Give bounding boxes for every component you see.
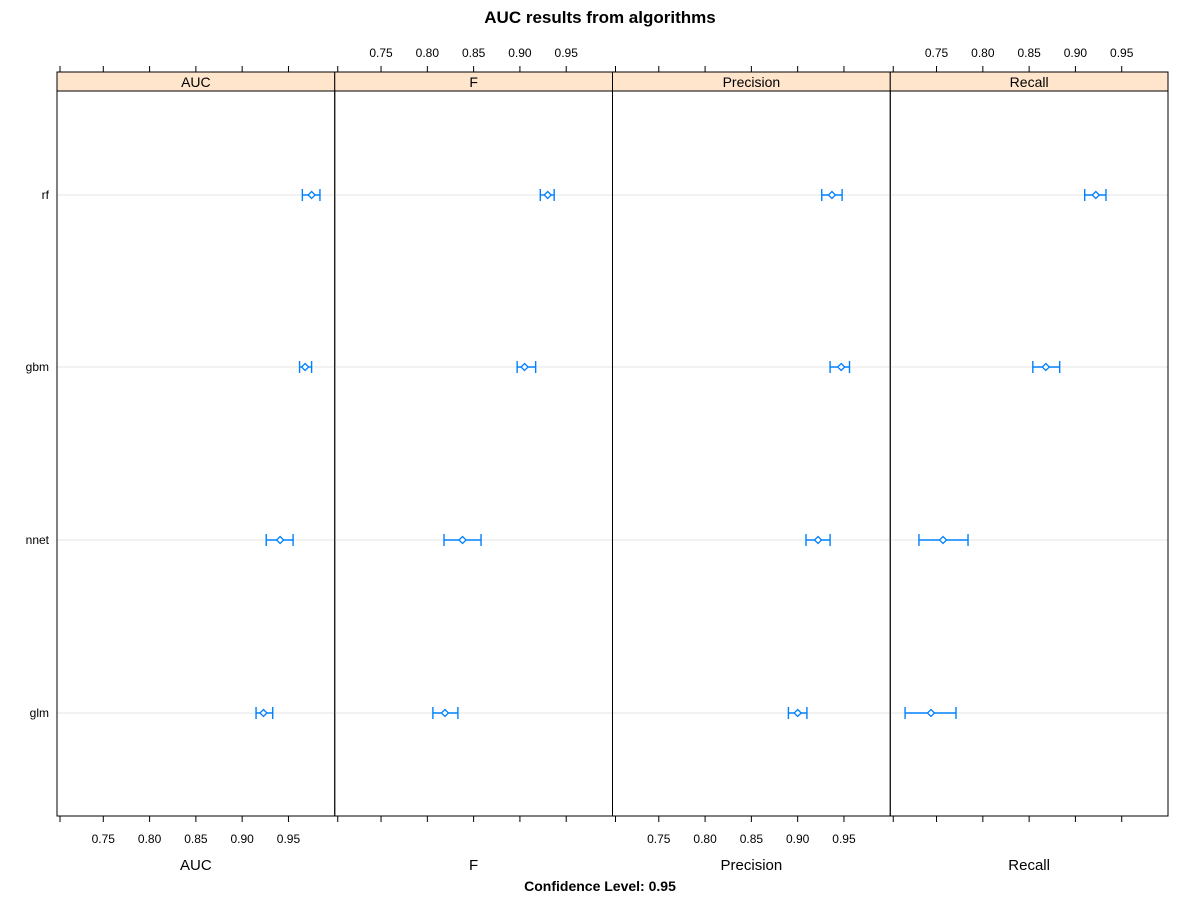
point-f-nnet — [458, 535, 467, 545]
confidence-level-label: Confidence Level: 0.95 — [524, 878, 676, 894]
top-tick-label-f-4: 0.95 — [555, 46, 579, 60]
panel-label-precision: Precision — [721, 857, 783, 874]
bottom-tick-label-auc-2: 0.85 — [184, 832, 208, 846]
top-tick-label-recall-0: 0.75 — [925, 46, 949, 60]
strip-label-f: F — [469, 74, 478, 90]
strip-label-recall: Recall — [1010, 74, 1049, 90]
bottom-tick-label-precision-0: 0.75 — [647, 832, 671, 846]
top-tick-label-f-1: 0.80 — [416, 46, 440, 60]
panel-label-recall: Recall — [1008, 857, 1050, 874]
point-recall-rf — [1091, 190, 1101, 200]
plot-area: rf gbm nnet glm AUC 0.75 0.80 0.85 0.90 0.95 AUC F 0… — [26, 46, 1169, 874]
panel-recall: Recall 0.75 0.80 0.85 0.90 0.95 Recall — [889, 46, 1169, 874]
top-tick-label-f-3: 0.90 — [508, 46, 532, 60]
point-recall-gbm — [1041, 362, 1051, 372]
bottom-tick-label-precision-1: 0.80 — [693, 832, 717, 846]
point-precision-rf — [827, 190, 837, 200]
point-f-gbm — [520, 362, 529, 372]
point-recall-nnet — [938, 535, 948, 545]
bottom-tick-label-auc-1: 0.80 — [138, 832, 162, 846]
point-f-glm — [440, 708, 450, 718]
bottom-tick-label-auc-3: 0.90 — [230, 832, 254, 846]
point-auc-nnet — [275, 535, 285, 545]
strip-label-auc: AUC — [181, 74, 211, 90]
strip-label-precision: Precision — [723, 74, 781, 90]
panel-frame-auc — [56, 90, 336, 817]
category-label-gbm: gbm — [26, 360, 49, 374]
point-precision-glm — [793, 708, 803, 718]
top-tick-label-recall-3: 0.90 — [1064, 46, 1088, 60]
category-label-rf: rf — [42, 188, 50, 202]
point-auc-glm — [259, 708, 268, 718]
bottom-tick-label-precision-3: 0.90 — [786, 832, 810, 846]
chart-title: AUC results from algorithms — [484, 8, 715, 27]
bottom-tick-label-precision-2: 0.85 — [740, 832, 764, 846]
top-tick-label-recall-1: 0.80 — [971, 46, 995, 60]
point-precision-nnet — [813, 535, 823, 545]
point-precision-gbm — [836, 362, 846, 372]
category-label-nnet: nnet — [26, 533, 50, 547]
top-tick-label-recall-2: 0.85 — [1017, 46, 1041, 60]
point-f-rf — [543, 190, 553, 200]
point-auc-rf — [307, 190, 317, 200]
panel-label-auc: AUC — [180, 857, 212, 874]
bottom-tick-label-precision-4: 0.95 — [832, 832, 856, 846]
panel-f: F 0.75 0.80 0.85 0.90 0.95 F — [334, 46, 613, 874]
panel-label-f: F — [469, 857, 478, 874]
panel-precision: Precision 0.75 0.80 0.85 0.90 0.95 Precision — [612, 66, 891, 874]
top-tick-label-recall-4: 0.95 — [1110, 46, 1134, 60]
panel-frame-precision — [612, 90, 891, 817]
top-tick-label-f-2: 0.85 — [462, 46, 486, 60]
panel-frame-f — [334, 90, 613, 817]
point-recall-glm — [926, 708, 936, 718]
top-tick-label-f-0: 0.75 — [369, 46, 393, 60]
bottom-tick-label-auc-4: 0.95 — [277, 832, 301, 846]
panel-frame-recall — [889, 90, 1169, 817]
point-auc-gbm — [300, 362, 310, 372]
category-label-glm: glm — [30, 706, 49, 720]
panel-auc: AUC 0.75 0.80 0.85 0.90 0.95 AUC — [56, 66, 336, 874]
bottom-tick-label-auc-0: 0.75 — [92, 832, 116, 846]
